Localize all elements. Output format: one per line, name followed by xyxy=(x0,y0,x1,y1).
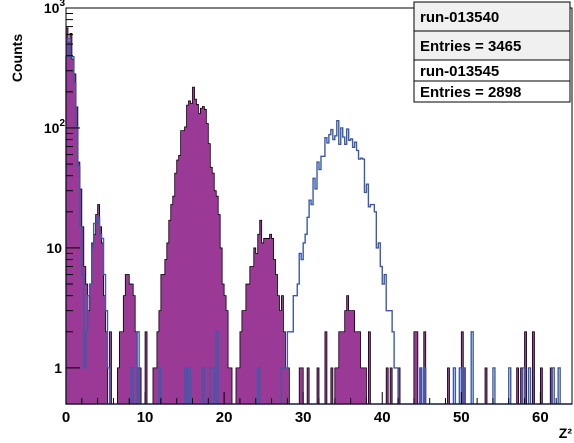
y-axis-label: Counts xyxy=(9,34,25,82)
x-tick-label: 20 xyxy=(216,409,233,426)
y-tick-label: 10 xyxy=(46,240,62,256)
x-tick-label: 60 xyxy=(532,409,549,426)
x-axis-label: Z² xyxy=(559,425,573,441)
x-tick-label: 50 xyxy=(453,409,470,426)
x-tick-label: 10 xyxy=(137,409,154,426)
legend: run-013540 Entries = 3465 run-013545 Ent… xyxy=(413,1,571,103)
legend-run-label-1: run-013540 xyxy=(420,9,499,26)
y-tick-label: 103 xyxy=(44,0,66,16)
legend-run-label-2: run-013545 xyxy=(420,63,499,80)
y-tick-label: 1 xyxy=(54,360,62,376)
axes: 0 10 20 30 40 50 60 1 10 102 103 xyxy=(44,0,573,426)
legend-entries-label-2: Entries = 2898 xyxy=(420,84,521,101)
y-tick-label: 102 xyxy=(44,118,66,136)
x-tick-label: 30 xyxy=(295,409,312,426)
x-tick-label: 40 xyxy=(374,409,391,426)
legend-entries-label-1: Entries = 3465 xyxy=(420,38,521,55)
x-tick-label: 0 xyxy=(62,409,70,426)
